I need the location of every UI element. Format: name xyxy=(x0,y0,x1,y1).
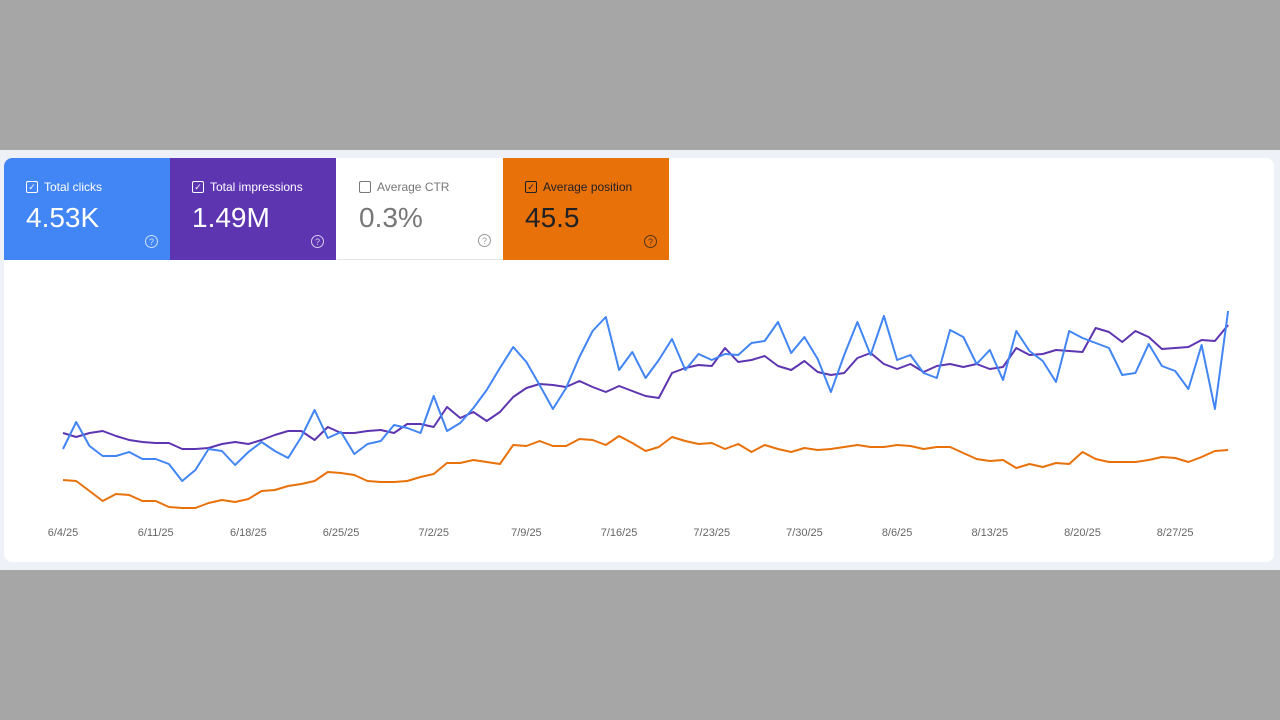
metric-total-impressions[interactable]: ✓ Total impressions 1.49M ? xyxy=(170,158,336,260)
checkbox-checked-icon[interactable]: ✓ xyxy=(525,181,537,193)
x-tick-label: 7/30/25 xyxy=(786,527,823,539)
x-tick-label: 6/11/25 xyxy=(138,527,174,539)
performance-card: ✓ Total clicks 4.53K ? ✓ Total impressions… xyxy=(4,158,1274,562)
metric-value: 1.49M xyxy=(192,202,270,233)
x-tick-label: 6/4/25 xyxy=(48,527,79,539)
help-icon[interactable]: ? xyxy=(478,234,491,247)
help-icon[interactable]: ? xyxy=(145,235,158,248)
help-icon[interactable]: ? xyxy=(644,235,657,248)
metric-label: Total clicks xyxy=(44,180,103,194)
series-line-average-position xyxy=(62,435,1229,509)
metric-average-ctr[interactable]: Average CTR 0.3% ? xyxy=(337,158,503,260)
x-tick-label: 7/9/25 xyxy=(511,527,542,539)
checkbox-checked-icon[interactable]: ✓ xyxy=(192,181,204,193)
x-tick-label: 7/16/25 xyxy=(601,527,638,539)
x-tick-label: 8/13/25 xyxy=(971,527,1008,539)
x-tick-label: 8/6/25 xyxy=(882,527,913,539)
series-line-total-impressions xyxy=(62,324,1229,450)
metric-total-clicks[interactable]: ✓ Total clicks 4.53K ? xyxy=(4,158,170,260)
x-tick-label: 7/23/25 xyxy=(693,527,730,539)
x-tick-label: 8/20/25 xyxy=(1064,527,1101,539)
x-tick-label: 8/27/25 xyxy=(1157,527,1194,539)
help-icon[interactable]: ? xyxy=(311,235,324,248)
checkbox-checked-icon[interactable]: ✓ xyxy=(26,181,38,193)
metric-value: 0.3% xyxy=(359,202,423,233)
x-tick-label: 7/2/25 xyxy=(418,527,449,539)
metric-average-position[interactable]: ✓ Average position 45.5 ? xyxy=(503,158,669,260)
line-chart: 6/4/25 6/11/25 6/18/25 6/25/25 7/2/25 7/9/25 7… xyxy=(48,310,1230,539)
metric-label: Average CTR xyxy=(377,180,450,194)
metric-value: 45.5 xyxy=(525,202,580,233)
x-tick-label: 6/25/25 xyxy=(323,527,360,539)
x-tick-label: 6/18/25 xyxy=(230,527,267,539)
series-line-total-clicks xyxy=(62,310,1230,482)
metric-value: 4.53K xyxy=(26,202,100,233)
checkbox-unchecked-icon[interactable] xyxy=(359,181,371,193)
metric-label: Total impressions xyxy=(210,180,303,194)
metric-label: Average position xyxy=(543,180,633,194)
